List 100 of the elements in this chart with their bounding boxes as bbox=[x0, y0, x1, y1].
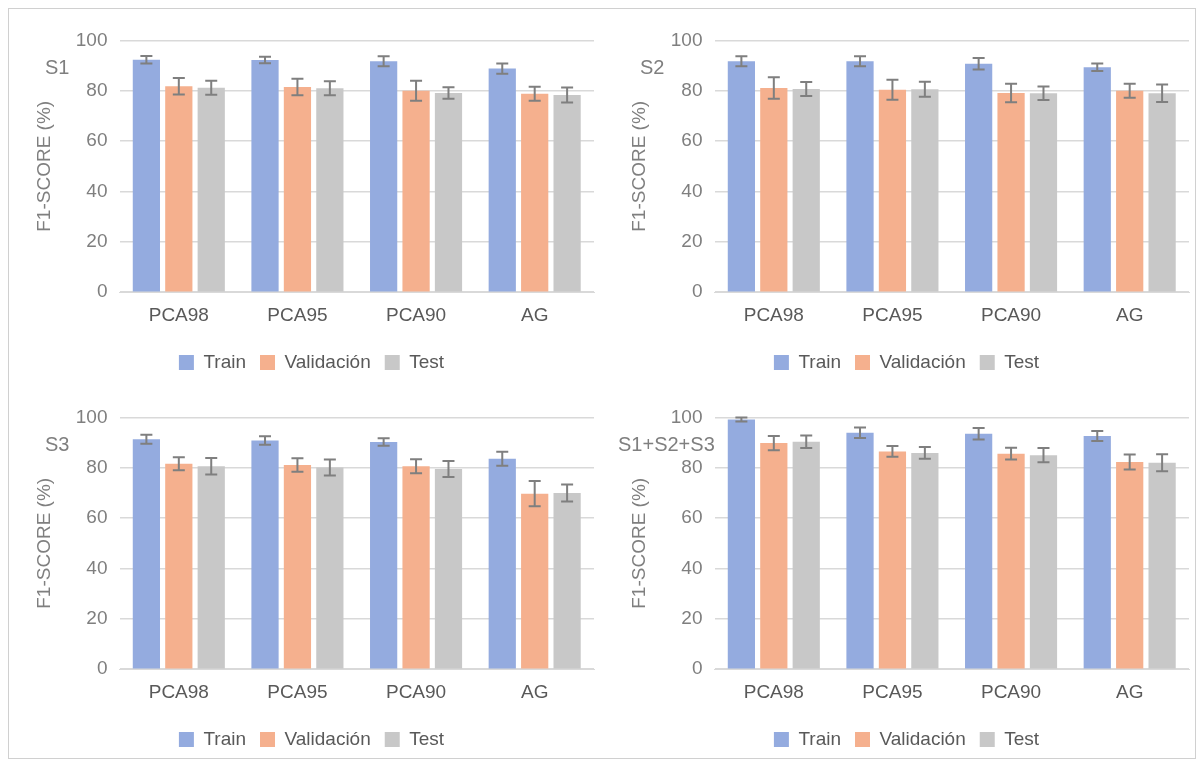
y-tick-label: 60 bbox=[681, 129, 703, 151]
bar bbox=[965, 433, 993, 669]
y-tick-label: 60 bbox=[86, 129, 108, 151]
y-tick-label: 100 bbox=[75, 405, 108, 427]
y-tick-label: 80 bbox=[681, 78, 703, 100]
text: S1 bbox=[45, 56, 70, 80]
y-tick-label: 40 bbox=[86, 179, 108, 201]
y-tick-label: 0 bbox=[691, 280, 703, 302]
bar bbox=[132, 439, 161, 669]
bar bbox=[165, 86, 193, 292]
bar bbox=[402, 90, 430, 292]
y-tick-label: 20 bbox=[86, 230, 108, 252]
text: S1+S2+S3 bbox=[618, 433, 715, 457]
bar bbox=[197, 87, 225, 292]
bar bbox=[997, 453, 1025, 669]
x-tick-label: AG bbox=[1115, 303, 1144, 325]
y-tick-label: 100 bbox=[75, 28, 108, 50]
legend-label: Train bbox=[798, 350, 841, 372]
x-tick-label: PCA98 bbox=[743, 680, 804, 702]
y-tick-label: 100 bbox=[670, 405, 703, 427]
legend-label: Train bbox=[203, 727, 246, 749]
y-tick-label: 60 bbox=[681, 506, 703, 528]
bar bbox=[521, 93, 549, 292]
legend-label: Test bbox=[1004, 727, 1040, 749]
bar bbox=[911, 89, 939, 292]
bar bbox=[1083, 436, 1111, 669]
bar bbox=[283, 86, 312, 292]
bar bbox=[792, 89, 820, 292]
bar bbox=[283, 464, 312, 669]
x-tick-label: PCA98 bbox=[743, 303, 804, 325]
y-axis-title: F1-SCORE (%) bbox=[627, 477, 649, 609]
bar bbox=[878, 451, 907, 669]
legend-label: Validación bbox=[284, 727, 371, 749]
y-tick-label: 40 bbox=[681, 179, 703, 201]
bar bbox=[251, 60, 279, 292]
y-axis-title: F1-SCORE (%) bbox=[32, 100, 54, 232]
bar bbox=[553, 95, 581, 292]
bar bbox=[197, 466, 225, 669]
y-tick-label: 40 bbox=[86, 556, 108, 578]
legend-label: Train bbox=[798, 727, 841, 749]
bar bbox=[488, 68, 516, 292]
legend-label: Validación bbox=[879, 350, 966, 372]
bar bbox=[792, 441, 820, 669]
bar bbox=[316, 467, 344, 669]
bar bbox=[1148, 93, 1176, 292]
x-tick-label: PCA98 bbox=[148, 680, 209, 702]
y-tick-label: 20 bbox=[86, 607, 108, 629]
x-tick-label: PCA98 bbox=[148, 303, 209, 325]
bar bbox=[132, 59, 161, 292]
x-tick-label: PCA95 bbox=[267, 680, 328, 702]
bar bbox=[911, 452, 939, 669]
y-tick-label: 0 bbox=[691, 657, 703, 679]
bar bbox=[760, 87, 788, 292]
bar bbox=[165, 463, 193, 669]
x-tick-label: PCA90 bbox=[980, 303, 1042, 325]
bar bbox=[997, 93, 1025, 292]
x-tick-label: PCA90 bbox=[980, 680, 1042, 702]
x-tick-label: PCA90 bbox=[385, 680, 447, 702]
y-tick-label: 0 bbox=[96, 280, 108, 302]
y-tick-label: 20 bbox=[681, 230, 703, 252]
y-tick-label: 80 bbox=[681, 455, 703, 477]
bar bbox=[727, 419, 756, 669]
x-tick-label: PCA95 bbox=[862, 303, 923, 325]
bar bbox=[1116, 461, 1144, 669]
y-tick-label: 80 bbox=[86, 455, 108, 477]
bar bbox=[1029, 455, 1058, 669]
y-tick-label: 100 bbox=[670, 28, 703, 50]
y-tick-label: 60 bbox=[86, 506, 108, 528]
bar bbox=[727, 61, 756, 292]
y-tick-label: 20 bbox=[681, 607, 703, 629]
text: S2 bbox=[640, 56, 665, 80]
bar bbox=[488, 458, 516, 669]
legend-label: Test bbox=[409, 350, 445, 372]
bar bbox=[846, 432, 874, 669]
legend-label: Test bbox=[409, 727, 445, 749]
y-axis-title: F1-SCORE (%) bbox=[627, 100, 649, 232]
bar bbox=[1116, 90, 1144, 292]
bar bbox=[965, 63, 993, 292]
bar bbox=[878, 89, 907, 292]
x-tick-label: PCA95 bbox=[862, 680, 923, 702]
x-tick-label: AG bbox=[520, 303, 549, 325]
bar bbox=[434, 469, 463, 669]
y-tick-label: 0 bbox=[96, 657, 108, 679]
legend-label: Train bbox=[203, 350, 246, 372]
bar bbox=[521, 493, 549, 669]
bar bbox=[846, 61, 874, 292]
bar bbox=[370, 442, 398, 669]
legend-label: Test bbox=[1004, 350, 1040, 372]
bar bbox=[434, 93, 463, 292]
x-tick-label: PCA90 bbox=[385, 303, 447, 325]
bar bbox=[370, 61, 398, 292]
legend-label: Validación bbox=[284, 350, 371, 372]
x-tick-label: PCA95 bbox=[267, 303, 328, 325]
bar bbox=[553, 492, 581, 669]
bar bbox=[1029, 93, 1058, 292]
y-axis-title: F1-SCORE (%) bbox=[32, 477, 54, 609]
bar bbox=[1083, 67, 1111, 292]
bar bbox=[316, 88, 344, 292]
bar bbox=[251, 440, 279, 669]
x-tick-label: AG bbox=[520, 680, 549, 702]
